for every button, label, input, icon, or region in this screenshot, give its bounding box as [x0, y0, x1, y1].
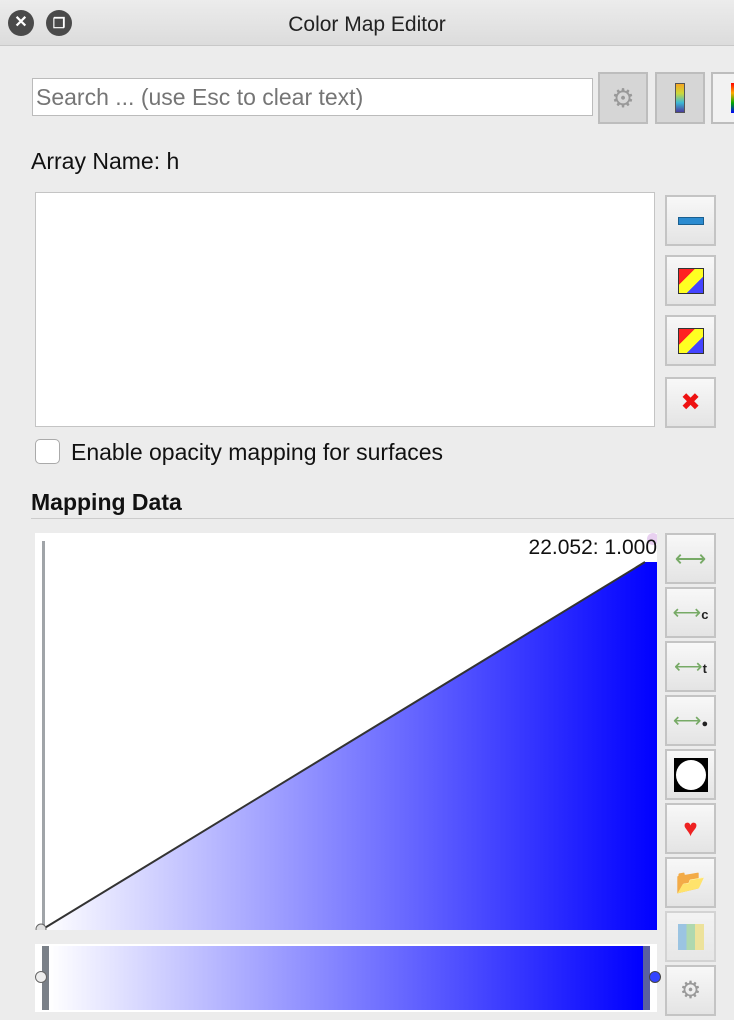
favorite-presets-icon: ♥	[683, 814, 698, 842]
color-control-point[interactable]	[649, 971, 661, 983]
divider	[31, 518, 734, 519]
histogram-button[interactable]	[665, 911, 716, 962]
rescale-range-button[interactable]: ⟷	[665, 533, 716, 584]
minus-icon	[677, 216, 704, 225]
colors-copy-button[interactable]	[665, 255, 716, 306]
settings-button[interactable]: ⚙	[598, 72, 648, 124]
invert-icon	[673, 757, 708, 792]
search-input[interactable]	[32, 78, 593, 116]
opacity-checkbox-label: Enable opacity mapping for surfaces	[71, 439, 444, 465]
range-marker	[42, 541, 45, 930]
rainbow-icon	[731, 83, 734, 113]
opacity-fill	[43, 562, 657, 930]
color-bar	[42, 946, 650, 1010]
control-point	[647, 533, 657, 545]
array-name-label: Array Name: h	[31, 148, 180, 174]
color-legend-button[interactable]	[655, 72, 705, 124]
gear-icon: ⚙	[611, 82, 635, 113]
delete-button[interactable]: ✖	[665, 377, 716, 428]
import-presets-button[interactable]: 📂	[665, 857, 716, 908]
delete-icon: ✖	[680, 389, 701, 416]
rescale-temporal-icon: ⟷t	[673, 656, 707, 678]
title-bar: ✕ ❐ Color Map Editor	[0, 0, 734, 46]
color-list[interactable]	[35, 192, 655, 427]
favorite-presets-button[interactable]: ♥	[665, 803, 716, 854]
rescale-visible-icon: ⟷●	[672, 710, 709, 732]
import-presets-icon: 📂	[675, 869, 706, 896]
minus-button[interactable]	[665, 195, 716, 246]
rescale-custom-icon: ⟷c	[672, 602, 709, 624]
color-legend-icon	[675, 83, 685, 113]
opacity-editor[interactable]: 22.052: 1.000	[35, 533, 657, 930]
advanced-settings-button[interactable]: ⚙	[665, 965, 716, 1016]
color-transfer-editor[interactable]	[35, 944, 661, 1012]
rescale-visible-button[interactable]: ⟷●	[665, 695, 716, 746]
opacity-line	[42, 561, 646, 930]
point-value-label: 22.052: 1.000	[528, 536, 657, 559]
rescale-range-icon: ⟷	[674, 545, 707, 571]
color-control-point[interactable]	[35, 971, 47, 983]
control-point	[35, 923, 47, 930]
colors-eye-button[interactable]	[665, 315, 716, 366]
mapping-data-title: Mapping Data	[31, 489, 182, 515]
window-title: Color Map Editor	[288, 13, 446, 36]
colors-copy-icon	[677, 267, 704, 294]
restore-icon[interactable]: ❐	[46, 10, 72, 36]
presets-button[interactable]	[711, 72, 734, 124]
rescale-temporal-button[interactable]: ⟷t	[665, 641, 716, 692]
invert-button[interactable]	[665, 749, 716, 800]
rescale-custom-button[interactable]: ⟷c	[665, 587, 716, 638]
colors-eye-icon	[677, 327, 704, 354]
histogram-icon	[677, 923, 704, 950]
opacity-checkbox[interactable]	[35, 439, 60, 464]
close-icon[interactable]: ✕	[8, 10, 34, 36]
gear-icon: ⚙	[679, 977, 702, 1004]
